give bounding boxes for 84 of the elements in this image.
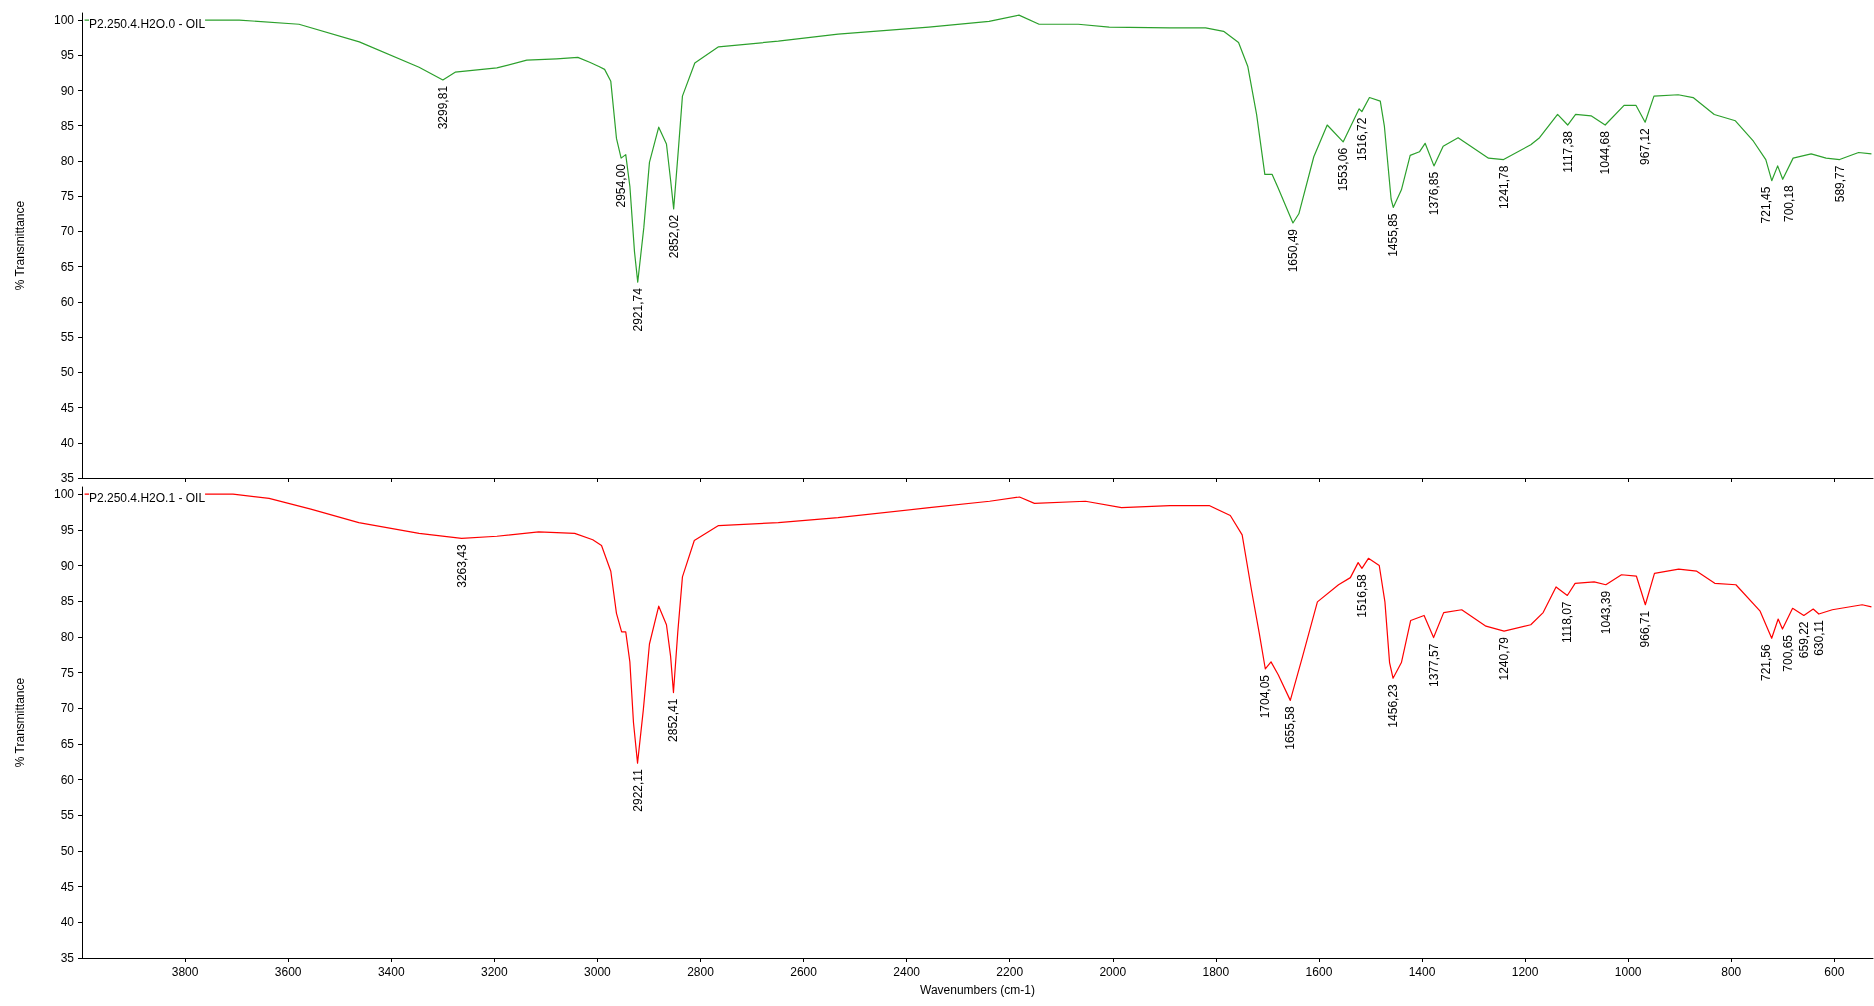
annotation: 1117,38 <box>1560 130 1575 173</box>
x-tick-label: 1800 <box>1202 965 1230 979</box>
y-tick-label: 75 <box>60 189 75 204</box>
y-tick-label: 45 <box>60 879 75 894</box>
annotation: 700,65 <box>1781 634 1796 672</box>
annotation: 1376,85 <box>1426 171 1441 216</box>
annotation: 1704,05 <box>1258 674 1273 719</box>
x-axis-title: Wavenumbers (cm-1) <box>920 983 1035 997</box>
y-tick-label: 55 <box>60 330 75 345</box>
annotation: 1516,72 <box>1354 117 1369 162</box>
y-tick-label: 85 <box>60 594 75 609</box>
y-tick-label: 95 <box>60 48 75 63</box>
annotation: 700,18 <box>1781 184 1796 222</box>
annotation: 3299,81 <box>435 85 450 130</box>
x-tick-label: 1600 <box>1305 965 1333 979</box>
x-tick-label: 1400 <box>1408 965 1436 979</box>
annotation: 1455,85 <box>1386 213 1401 257</box>
y-tick-label: 35 <box>60 951 75 965</box>
annotation: 2921,74 <box>630 287 645 332</box>
y-tick-label: 40 <box>60 435 75 450</box>
annotation: 1456,23 <box>1386 683 1401 728</box>
series-label: P2.250.4.H2O.0 - OIL <box>89 17 206 31</box>
y-tick-label: 70 <box>60 701 75 716</box>
annotation: 659,22 <box>1796 621 1811 659</box>
x-tick-label: 2600 <box>790 965 818 979</box>
y-tick-label: 60 <box>60 772 75 787</box>
annotation: 1118,07 <box>1560 601 1575 644</box>
y-tick-label: 100 <box>53 13 75 28</box>
annotation: 2922,11 <box>630 768 645 812</box>
y-tick-label: 75 <box>60 665 75 680</box>
y-tick-label: 90 <box>60 558 75 573</box>
x-tick-label: 3800 <box>171 965 199 979</box>
annotation: 966,71 <box>1638 610 1653 648</box>
x-tick-label: 3600 <box>274 965 302 979</box>
annotation: 630,11 <box>1811 619 1826 656</box>
x-tick-label: 2000 <box>1099 965 1127 979</box>
annotation: 2852,41 <box>666 698 681 742</box>
y-tick-label: 65 <box>60 736 75 751</box>
annotation: 1240,79 <box>1497 636 1512 681</box>
x-tick-label: 800 <box>1721 965 1742 979</box>
line-series <box>83 493 1873 764</box>
y-tick-label: 55 <box>60 808 75 823</box>
annotation: 1650,49 <box>1285 228 1300 273</box>
y-tick-label: 100 <box>53 487 75 502</box>
annotation: 1377,57 <box>1426 643 1441 687</box>
annotation: 2852,02 <box>666 214 681 259</box>
x-tick-label: 3200 <box>480 965 508 979</box>
annotation: 2954,00 <box>614 163 629 208</box>
y-tick-label: 50 <box>60 843 75 858</box>
y-tick-label: 80 <box>60 153 75 168</box>
annotation: 721,56 <box>1758 643 1773 681</box>
annotation: 1516,58 <box>1354 574 1369 618</box>
annotation: 1553,06 <box>1336 147 1351 192</box>
y-tick-label: 60 <box>60 294 75 309</box>
annotation: 1655,58 <box>1283 706 1298 750</box>
x-tick-label: 2800 <box>687 965 715 979</box>
y-tick-label: 85 <box>60 118 75 133</box>
annotation: 1043,39 <box>1598 590 1613 635</box>
x-tick-label: 1200 <box>1511 965 1539 979</box>
annotation: 721,45 <box>1758 186 1773 224</box>
y-tick-label: 50 <box>60 365 75 380</box>
y-tick-label: 45 <box>60 400 75 415</box>
x-tick-label: 3400 <box>377 965 405 979</box>
line-series <box>83 14 1873 283</box>
y-tick-label: 35 <box>60 471 75 485</box>
annotation: 1241,78 <box>1496 165 1511 209</box>
x-tick-label: 600 <box>1824 965 1845 979</box>
y-tick-label: 70 <box>60 224 75 239</box>
y-axis-title: % Transmittance <box>13 200 27 291</box>
annotation: 589,77 <box>1832 165 1847 203</box>
y-tick-label: 65 <box>60 259 75 274</box>
y-axis-title: % Transmittance <box>13 677 27 768</box>
x-tick-label: 3000 <box>584 965 612 979</box>
annotation: 1044,68 <box>1598 130 1613 175</box>
y-tick-label: 90 <box>60 83 75 98</box>
y-tick-label: 95 <box>60 522 75 537</box>
x-tick-label: 2200 <box>996 965 1024 979</box>
y-tick-label: 40 <box>60 915 75 930</box>
x-tick-label: 1000 <box>1614 965 1642 979</box>
y-tick-label: 80 <box>60 629 75 644</box>
x-tick-label: 2400 <box>893 965 921 979</box>
annotation: 3263,43 <box>454 544 469 588</box>
series-label: P2.250.4.H2O.1 - OIL <box>89 491 206 505</box>
annotation: 967,12 <box>1638 127 1653 165</box>
